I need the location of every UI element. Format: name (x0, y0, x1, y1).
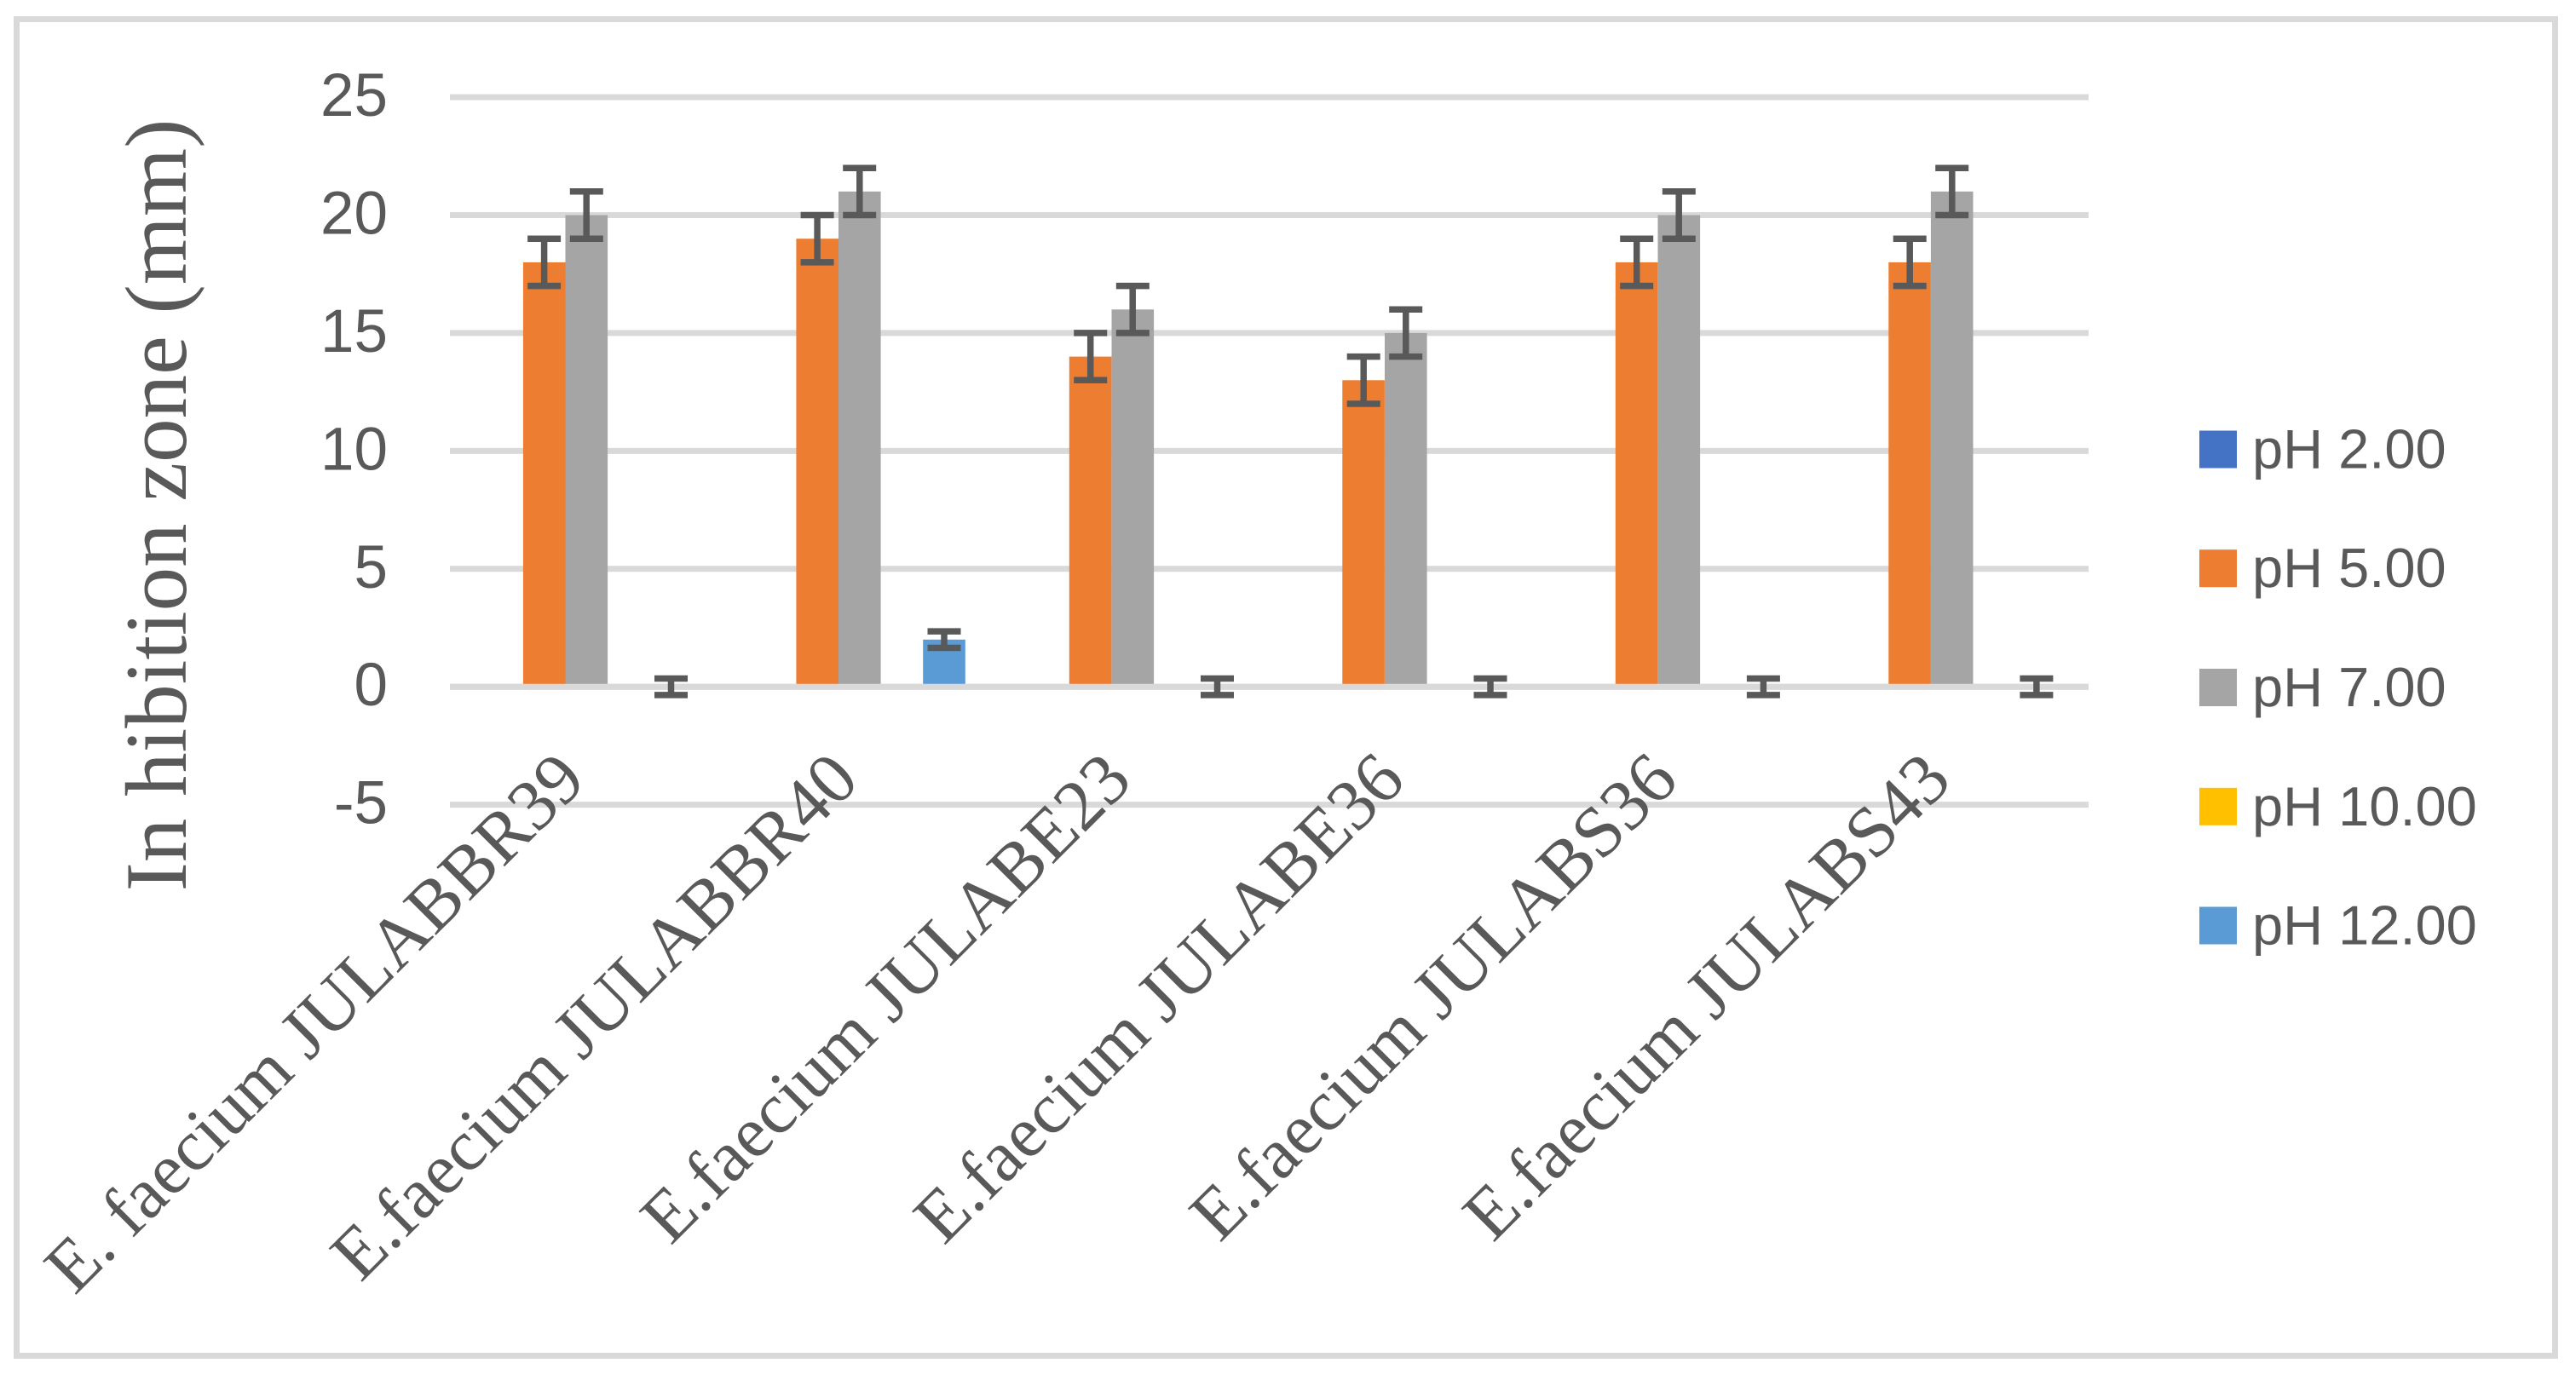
svg-text:20: 20 (320, 181, 388, 248)
svg-text:10: 10 (320, 416, 388, 483)
svg-text:pH 12.00: pH 12.00 (2252, 894, 2477, 957)
svg-text:pH 7.00: pH 7.00 (2252, 656, 2446, 718)
svg-text:15: 15 (320, 298, 388, 365)
svg-text:pH 10.00: pH 10.00 (2252, 775, 2477, 837)
svg-text:0: 0 (354, 652, 389, 719)
svg-text:5: 5 (354, 534, 389, 601)
svg-text:25: 25 (320, 62, 388, 129)
svg-text:-5: -5 (334, 770, 388, 837)
svg-text:pH 2.00: pH 2.00 (2252, 418, 2446, 480)
svg-text:In hibition zone (mm): In hibition zone (mm) (108, 119, 205, 892)
svg-text:pH 5.00: pH 5.00 (2252, 537, 2446, 599)
